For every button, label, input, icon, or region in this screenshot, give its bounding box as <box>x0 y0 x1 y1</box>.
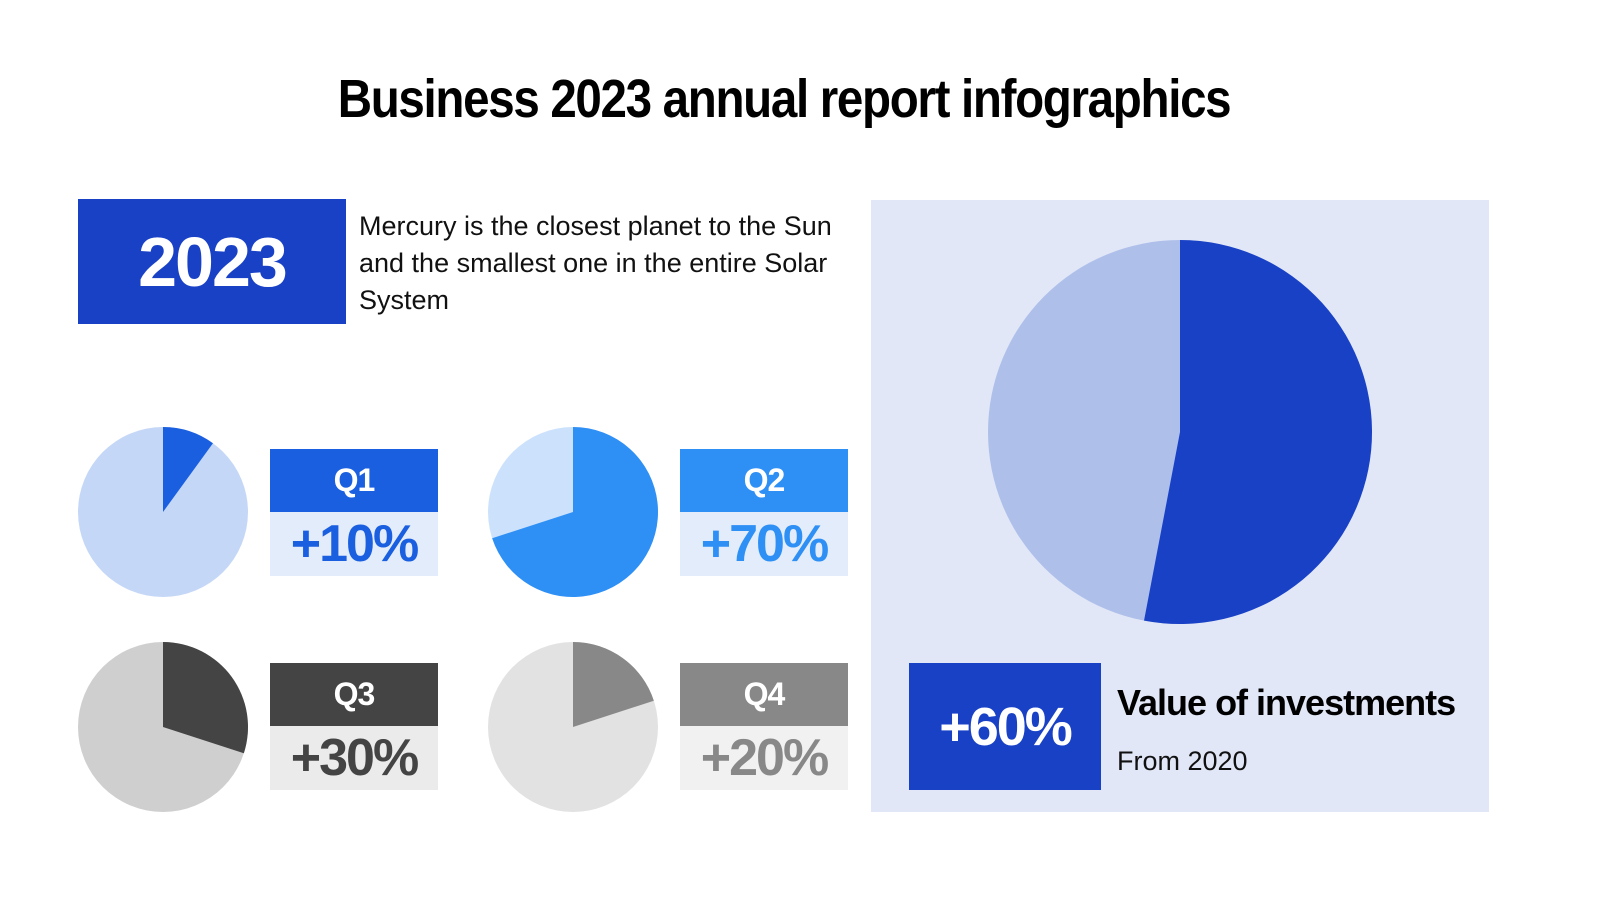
quarter-value-2: +70% <box>680 512 848 576</box>
investments-value-badge: +60% <box>909 663 1101 790</box>
pie-q3-value-slice <box>163 642 249 754</box>
pie-investments-value-slice <box>1144 240 1372 625</box>
page-title: Business 2023 annual report infographics <box>337 69 1232 129</box>
description-text: Mercury is the closest planet to the Sun… <box>359 211 832 315</box>
quarter-value-4: +20% <box>680 726 848 790</box>
pie-q1-value-slice <box>163 427 213 512</box>
quarter-label-2: Q2 <box>680 449 848 512</box>
quarter-value-3: +30% <box>270 726 438 790</box>
pie-q2-value-slice <box>492 427 658 597</box>
pie-q4-value-slice <box>573 642 654 727</box>
investments-label: Value of investments <box>1117 682 1456 723</box>
year-badge: 2023 <box>78 199 346 324</box>
quarter-label-3: Q3 <box>270 663 438 726</box>
quarter-value-1: +10% <box>270 512 438 576</box>
quarter-label-4: Q4 <box>680 663 848 726</box>
quarter-label-1: Q1 <box>270 449 438 512</box>
investments-sublabel: From 2020 <box>1117 746 1248 776</box>
